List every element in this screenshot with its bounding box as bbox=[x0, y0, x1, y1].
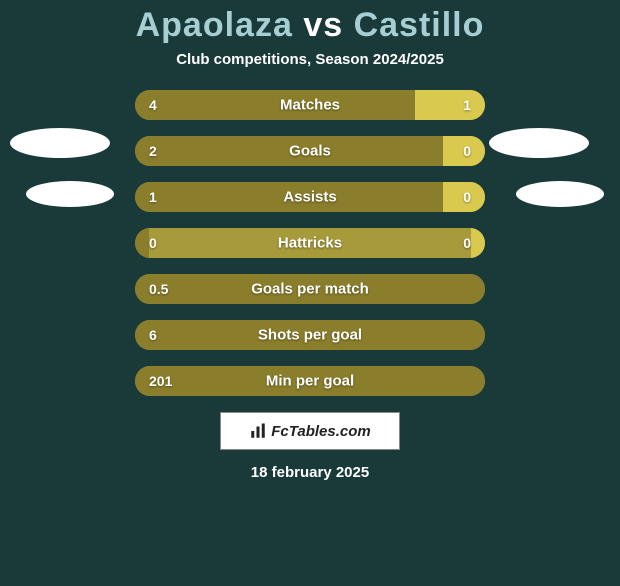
avatar-right2 bbox=[516, 181, 604, 207]
stat-row: 0.5Goals per match bbox=[135, 274, 485, 304]
avatar-left1 bbox=[10, 128, 110, 158]
date-text: 18 february 2025 bbox=[0, 464, 620, 481]
stat-row: 0 0Hattricks bbox=[135, 228, 485, 258]
bar-player1 bbox=[135, 228, 149, 258]
title-vs: vs bbox=[303, 6, 343, 44]
branding-box: FcTables.com bbox=[220, 412, 400, 450]
branding-text: FcTables.com bbox=[271, 423, 370, 440]
bar-player2 bbox=[443, 182, 485, 212]
stat-row: 6Shots per goal bbox=[135, 320, 485, 350]
stat-label: Hattricks bbox=[135, 235, 485, 252]
bar-player2 bbox=[471, 228, 485, 258]
avatar-right1 bbox=[489, 128, 589, 158]
bar-player1 bbox=[135, 274, 485, 304]
stat-value-player1: 0 bbox=[149, 235, 157, 251]
stat-value-player2: 0 bbox=[463, 235, 471, 251]
stat-row: 41Matches bbox=[135, 90, 485, 120]
bar-chart-icon bbox=[249, 422, 267, 440]
bar-player1 bbox=[135, 320, 485, 350]
bar-player2 bbox=[443, 136, 485, 166]
stat-row: 10Assists bbox=[135, 182, 485, 212]
avatar-left2 bbox=[26, 181, 114, 207]
bar-player1 bbox=[135, 136, 485, 166]
bar-player2 bbox=[415, 90, 485, 120]
bar-player1 bbox=[135, 90, 415, 120]
comparison-rows: 41Matches 20Goals 10Assists 0 0Hattricks 0.5G… bbox=[135, 90, 485, 396]
comparison-title: Apaolaza vs Castillo bbox=[0, 6, 620, 45]
title-player1: Apaolaza bbox=[136, 6, 293, 44]
stat-row: 20Goals bbox=[135, 136, 485, 166]
bar-player1 bbox=[135, 182, 485, 212]
stat-row: 201Min per goal bbox=[135, 366, 485, 396]
title-player2: Castillo bbox=[354, 6, 485, 44]
subtitle: Club competitions, Season 2024/2025 bbox=[0, 51, 620, 68]
bar-player1 bbox=[135, 366, 485, 396]
